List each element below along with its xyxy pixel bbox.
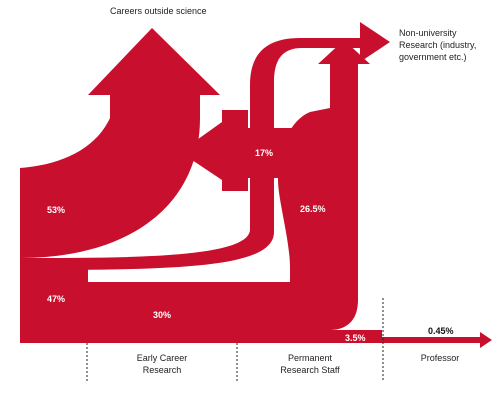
label-careers-outside-science: Careers outside science xyxy=(110,6,207,16)
flow-outside-science-53 xyxy=(20,28,220,258)
flow-early-to-non-university xyxy=(20,22,390,270)
stage-label-permanent-line1: Permanent xyxy=(288,353,333,363)
label-17-percent: 17% xyxy=(255,148,273,158)
label-53-percent: 53% xyxy=(47,205,65,215)
label-47-percent: 47% xyxy=(47,294,65,304)
stage-label-early-career-line2: Research xyxy=(143,365,182,375)
label-26-5-percent: 26.5% xyxy=(300,204,326,214)
flow-to-professor xyxy=(382,332,492,348)
label-30-percent: 30% xyxy=(153,310,171,320)
label-0-45-percent: 0.45% xyxy=(428,326,454,336)
label-non-university-line1: Non-university xyxy=(399,28,457,38)
flow-permanent-to-outside-17 xyxy=(180,110,298,191)
stage-label-early-career-line1: Early Career xyxy=(137,353,188,363)
stage-label-professor: Professor xyxy=(421,353,460,363)
label-3-5-percent: 3.5% xyxy=(345,333,366,343)
flow-permanent-to-non-university-26 xyxy=(278,40,370,330)
stage-label-permanent-line2: Research Staff xyxy=(280,365,340,375)
label-non-university-line3: government etc.) xyxy=(399,52,467,62)
label-non-university-line2: Research (industry, xyxy=(399,40,476,50)
